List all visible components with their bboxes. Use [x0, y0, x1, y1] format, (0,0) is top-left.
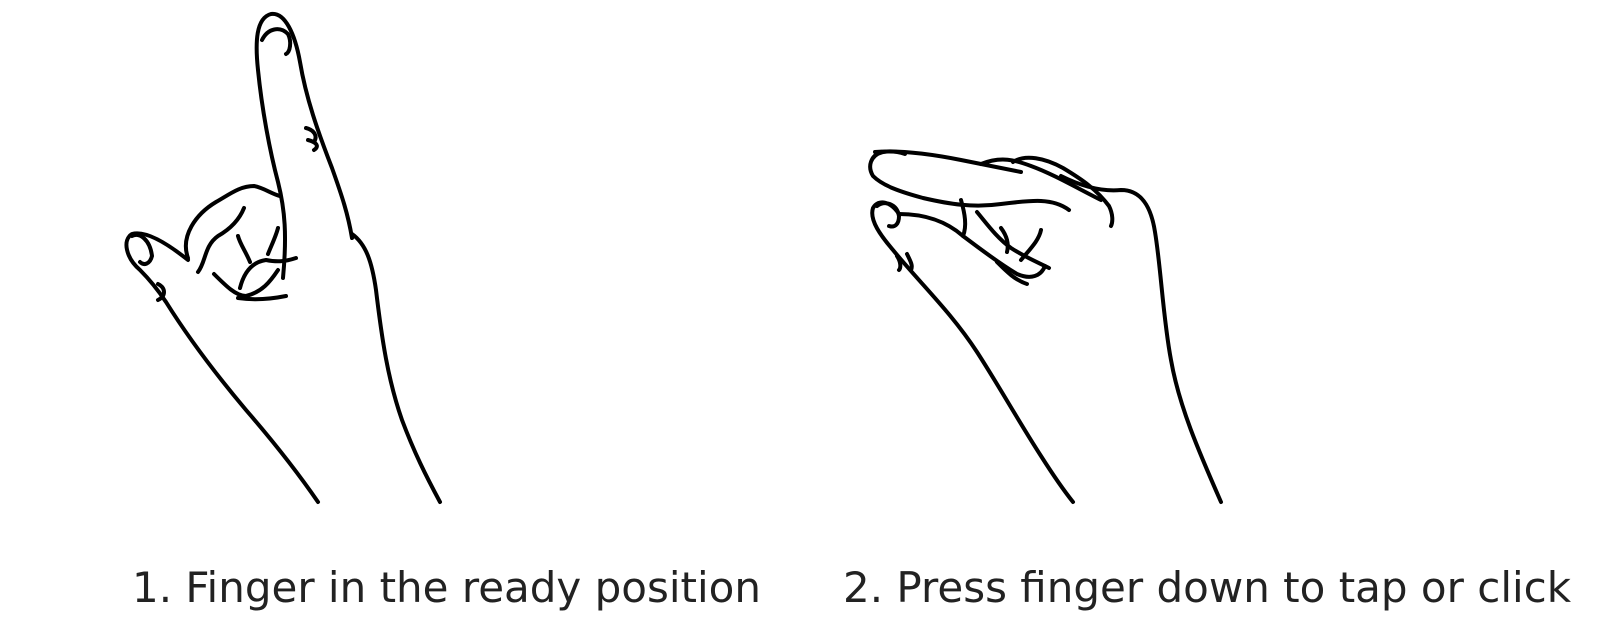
step-1-caption: 1. Finger in the ready position [132, 563, 761, 612]
step-2-caption: 2. Press finger down to tap or click [843, 563, 1572, 612]
hand-finger-pressed-down-icon [801, 0, 1602, 520]
hand-index-finger-raised-icon [0, 0, 801, 520]
step-1-panel: 1. Finger in the ready position [0, 0, 801, 612]
step-2-panel: 2. Press finger down to tap or click [801, 0, 1602, 639]
